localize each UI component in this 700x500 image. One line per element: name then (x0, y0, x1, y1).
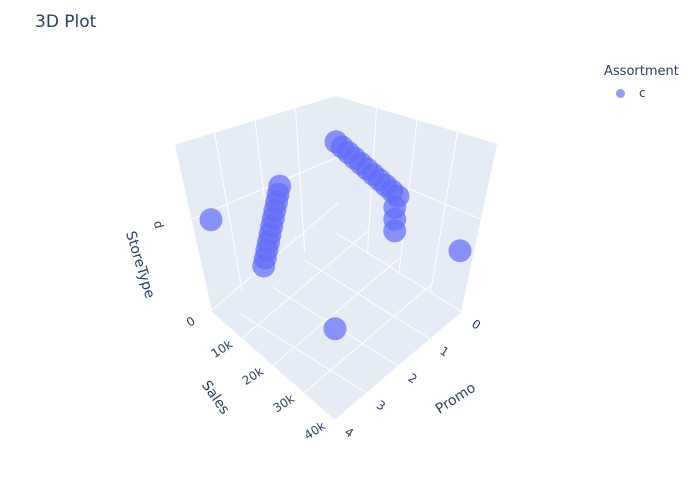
grid-line-left-wall (214, 132, 243, 292)
tick-label-sales: 20k (240, 364, 266, 388)
legend-marker-icon (616, 88, 625, 98)
grid-line-promo-floor (303, 259, 431, 340)
grid-line-sales-floor (241, 229, 370, 339)
data-point-2 (448, 239, 472, 263)
page-title: 3D Plot (35, 12, 97, 32)
tick-label-sales: 10k (209, 337, 235, 361)
legend-item-label: c (639, 86, 646, 100)
wall-edge-left (173, 144, 212, 312)
tick-label-sales: 0 (184, 314, 198, 330)
tick-label-sales: 40k (302, 419, 328, 443)
grid-line-right-wall (430, 131, 458, 293)
legend-item-c[interactable]: c (616, 85, 646, 101)
tick-label-promo: 2 (406, 371, 420, 387)
back-wall-left (174, 96, 336, 311)
tick-label-promo: 1 (437, 344, 451, 360)
grid-line-promo-floor (240, 313, 368, 394)
tick-label-storetype: d (151, 219, 166, 230)
tick-label-sales: 30k (271, 391, 297, 415)
axis-label-sales: Sales (198, 378, 232, 418)
grid-line-promo-floor (208, 340, 336, 421)
left-wall-face (174, 96, 336, 311)
data-point-14 (252, 254, 276, 278)
tick-label-promo: 0 (469, 317, 483, 333)
data-point-27 (383, 219, 407, 243)
wall-edge-right (461, 143, 499, 313)
axis-label-promo: Promo (433, 380, 479, 418)
tick-label-promo: 3 (374, 398, 388, 414)
grid-line-left-wall (295, 108, 306, 253)
data-point-3 (323, 317, 347, 341)
legend-title: Assortment (604, 64, 679, 79)
grid-line-sales-floor (303, 284, 432, 394)
data-point-0 (199, 208, 223, 232)
data-points (199, 130, 472, 341)
axis-label-storetype: StoreType (122, 229, 158, 300)
tick-label-promo: 4 (342, 425, 356, 441)
